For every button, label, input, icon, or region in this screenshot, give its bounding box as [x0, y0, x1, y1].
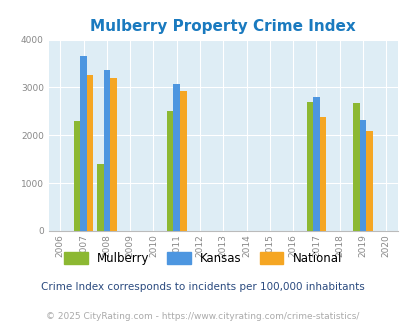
Bar — [103, 70, 110, 231]
Bar — [352, 103, 359, 231]
Bar — [74, 121, 80, 231]
Bar — [110, 78, 116, 231]
Text: Crime Index corresponds to incidents per 100,000 inhabitants: Crime Index corresponds to incidents per… — [41, 282, 364, 292]
Bar — [319, 117, 325, 231]
Title: Mulberry Property Crime Index: Mulberry Property Crime Index — [90, 19, 355, 34]
Bar — [365, 130, 372, 231]
Bar — [87, 75, 93, 231]
Bar — [80, 56, 87, 231]
Legend: Mulberry, Kansas, National: Mulberry, Kansas, National — [59, 247, 346, 269]
Bar — [306, 102, 312, 231]
Bar — [179, 91, 186, 231]
Bar — [359, 120, 365, 231]
Bar — [166, 112, 173, 231]
Text: © 2025 CityRating.com - https://www.cityrating.com/crime-statistics/: © 2025 CityRating.com - https://www.city… — [46, 312, 359, 321]
Bar — [312, 97, 319, 231]
Bar — [173, 83, 179, 231]
Bar — [97, 164, 103, 231]
